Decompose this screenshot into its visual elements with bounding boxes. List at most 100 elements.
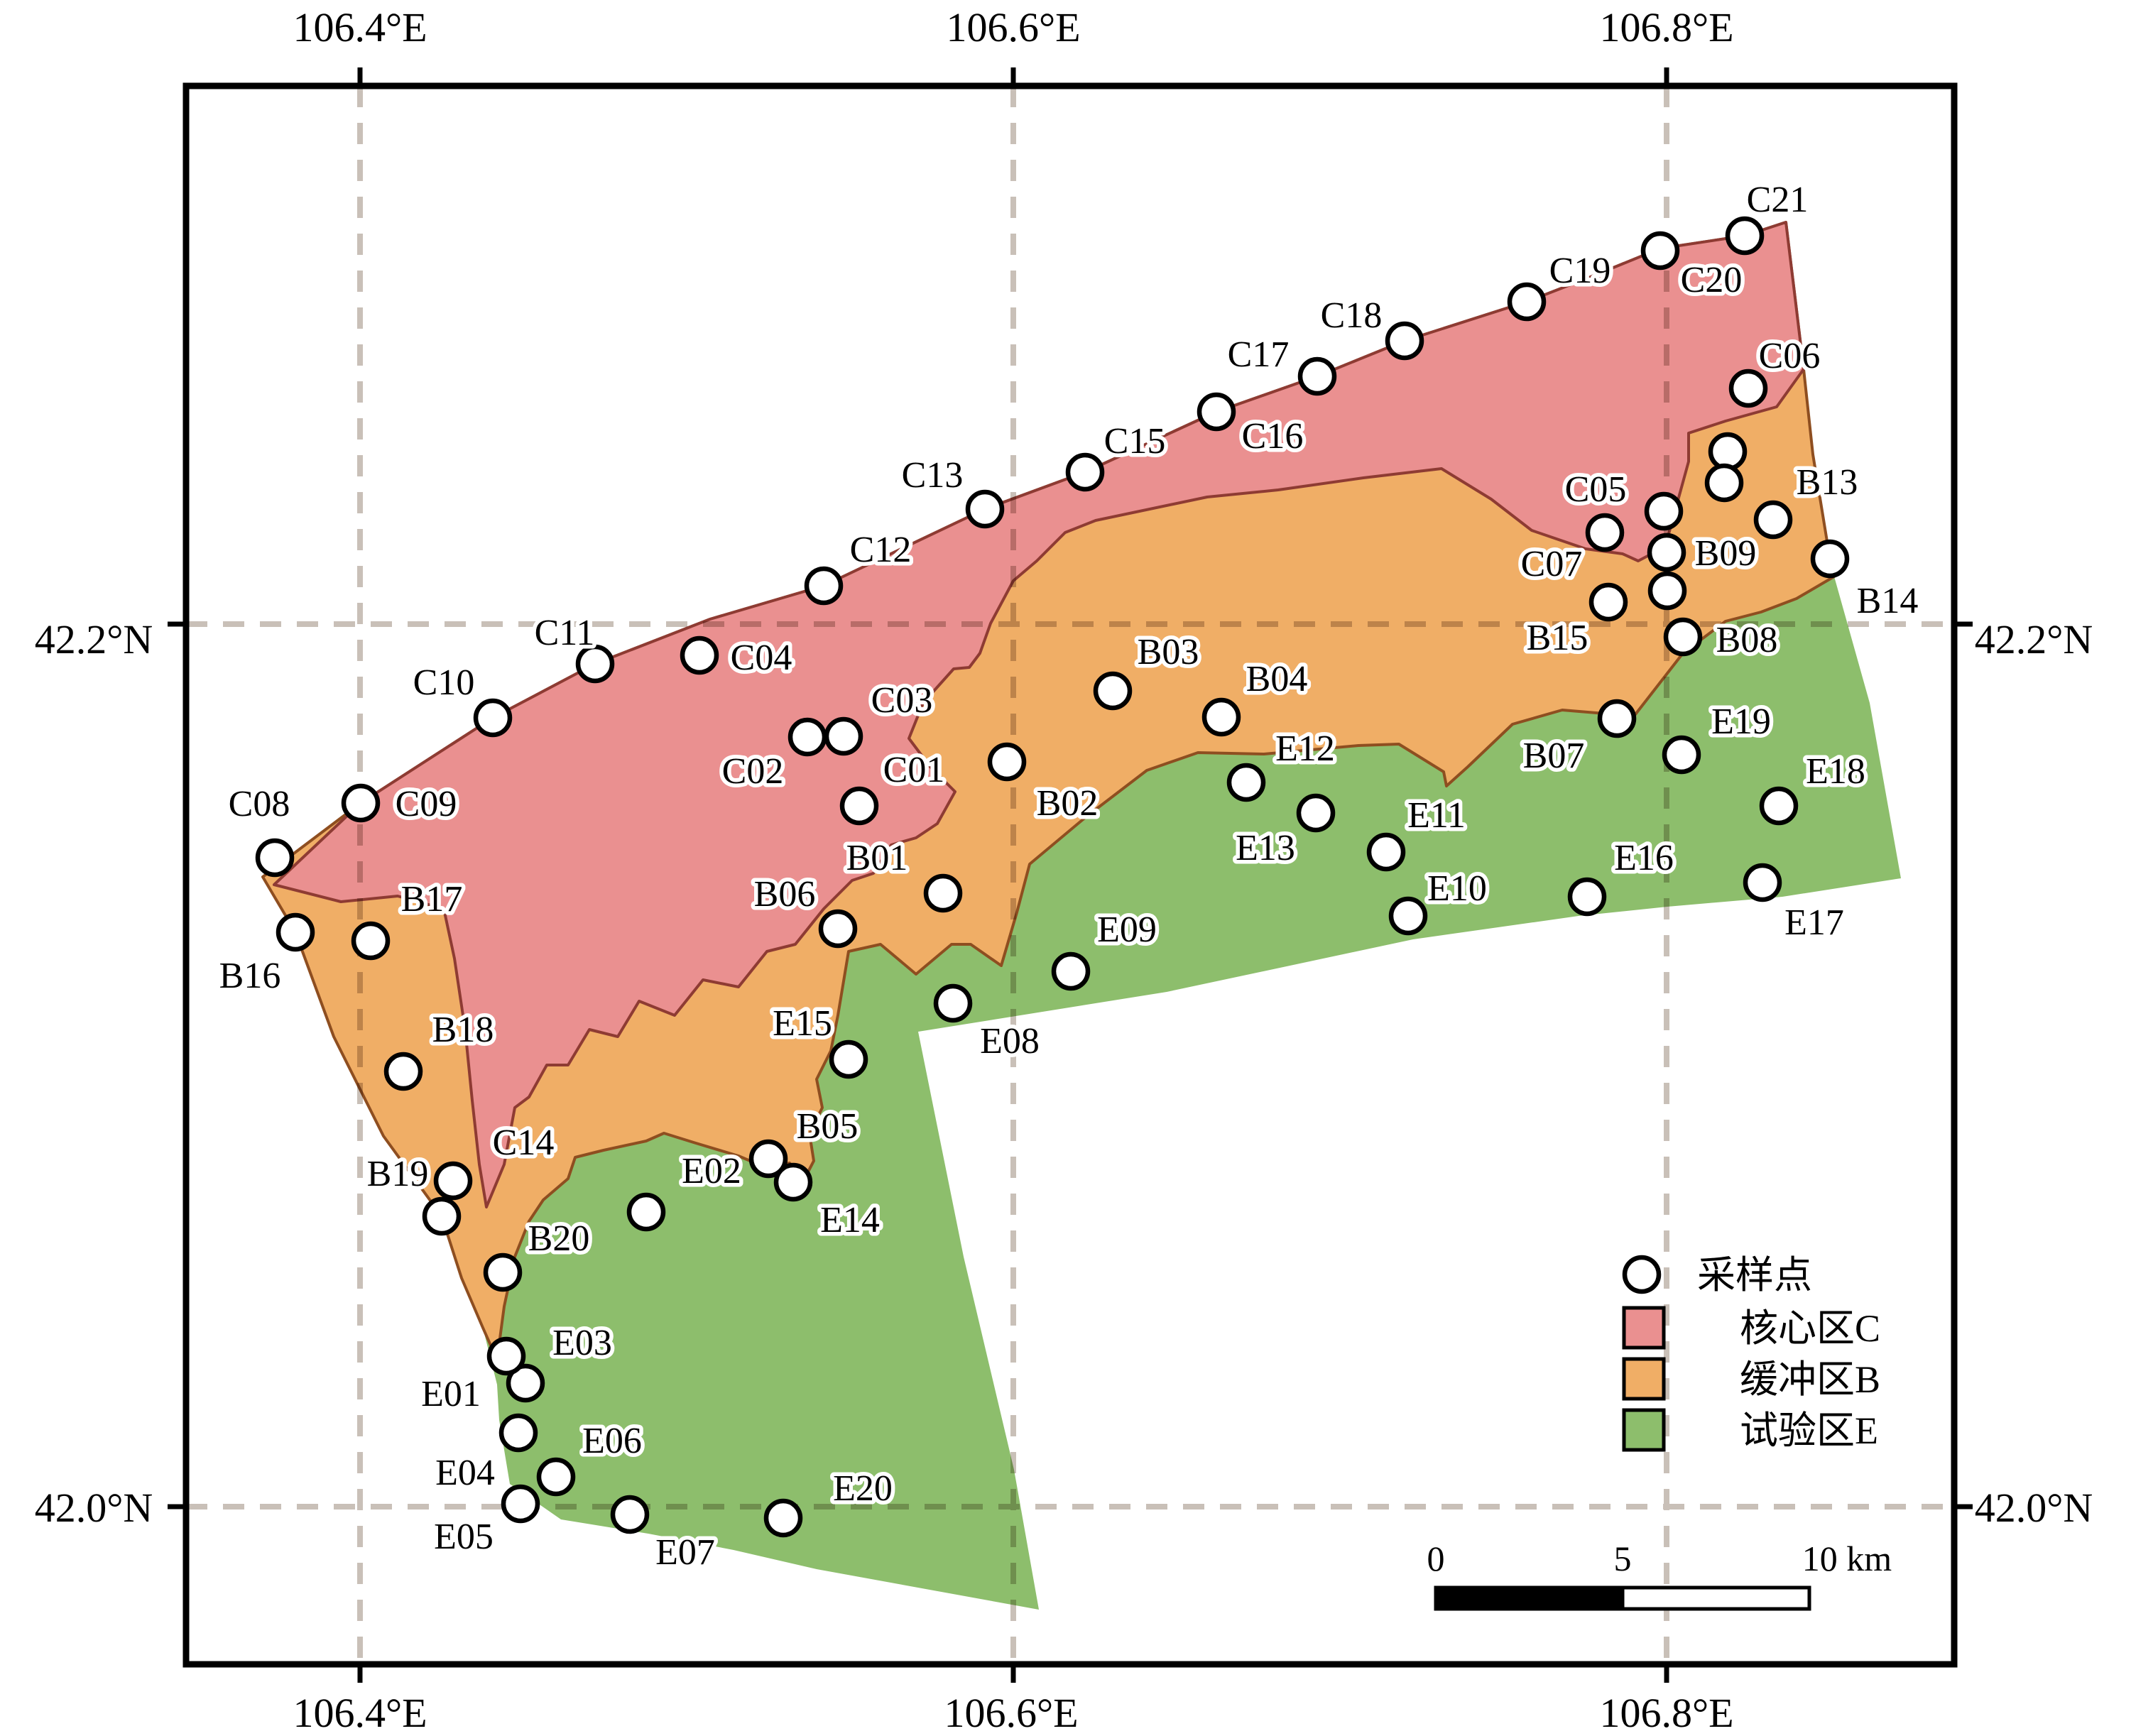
sample-point-B02 (987, 742, 1027, 782)
sample-point-E09 (1051, 951, 1091, 991)
point-label-E19: E19 (1711, 702, 1771, 742)
point-label-E11: E11 (1407, 795, 1466, 836)
sample-point-E04 (498, 1413, 538, 1453)
point-label-C03: C03 (871, 680, 933, 721)
sample-point-B06 (818, 909, 858, 949)
sample-point-B20 (483, 1252, 523, 1292)
sample-point-C07 (1644, 491, 1684, 531)
sample-point-B19 (422, 1196, 462, 1236)
point-label-B07: B07 (1523, 736, 1585, 776)
point-label-C10: C10 (413, 662, 475, 703)
scale-bar-label: 5 (1614, 1539, 1632, 1578)
point-label-E04: E04 (435, 1453, 495, 1493)
sample-points (255, 216, 1850, 1538)
sample-point-C20 (1640, 231, 1680, 271)
point-label-B05: B05 (797, 1106, 859, 1147)
point-label-C07: C07 (1521, 544, 1583, 584)
point-label-E06: E06 (582, 1421, 642, 1461)
scale-bar-label: 10 km (1802, 1539, 1892, 1578)
sample-point-B08 (1663, 617, 1703, 657)
point-label-B19: B19 (367, 1154, 429, 1194)
axis-label-left: 42.2°N (35, 616, 153, 662)
sample-point-C01 (839, 786, 879, 826)
point-label-C19: C19 (1549, 251, 1611, 291)
sample-point-B09 (1647, 533, 1686, 572)
axis-label-top: 106.8°E (1599, 4, 1733, 50)
scale-bar-label: 0 (1427, 1539, 1445, 1578)
sample-point-E11 (1366, 832, 1406, 872)
sample-point-B05 (748, 1139, 788, 1179)
sample-point-C14 (433, 1161, 473, 1201)
sample-point-C13 (965, 489, 1005, 529)
point-label-E05: E05 (434, 1517, 494, 1557)
scale-bar-white-segment (1620, 1585, 1811, 1611)
sample-point-C05 (1585, 513, 1625, 552)
sample-point-E05 (501, 1484, 540, 1524)
point-label-B16: B16 (219, 956, 281, 996)
sample-point-E20 (763, 1498, 803, 1538)
point-label-B09: B09 (1695, 533, 1757, 574)
scale-bar: 0 5 10 km (1427, 1539, 1892, 1611)
sample-point-E06 (536, 1457, 576, 1497)
legend-label-0: 采样点 (1697, 1254, 1812, 1296)
axis-label-top: 106.6°E (946, 4, 1080, 50)
point-label-C02: C02 (722, 751, 784, 792)
point-label-B20: B20 (528, 1218, 590, 1259)
sample-point-E08 (933, 983, 973, 1023)
sample-point-B15 (1588, 582, 1628, 622)
sample-point-E01 (506, 1363, 545, 1403)
sample-point-E13 (1296, 793, 1336, 833)
point-labels: C01 C02 C03 C04 C05 C06 C07 C08 C09 C10 C11 C12 C13 C… (215, 176, 1922, 1577)
sample-point-B14 (1810, 539, 1850, 579)
axis-label-right: 42.0°N (1975, 1485, 2093, 1531)
sample-point-C11 (575, 644, 615, 684)
point-label-C20: C20 (1681, 260, 1743, 300)
point-label-C09: C09 (396, 784, 457, 824)
point-label-C15: C15 (1104, 421, 1166, 462)
sample-point-unlabeled (1704, 463, 1744, 503)
sample-point-B01 (923, 873, 963, 913)
legend-sample-point-icon (1622, 1255, 1662, 1294)
point-label-E14: E14 (820, 1200, 880, 1240)
sample-point-C08 (255, 838, 295, 878)
legend-swatch-1 (1622, 1306, 1666, 1350)
sample-point-E07 (610, 1495, 650, 1534)
axis-label-bottom: 106.4°E (293, 1690, 427, 1736)
point-label-C01: C01 (883, 750, 945, 790)
sample-point-E16 (1567, 877, 1607, 917)
sample-point-E14 (773, 1162, 813, 1202)
point-label-B02: B02 (1037, 783, 1099, 824)
point-label-E09: E09 (1097, 910, 1157, 950)
sample-point-B16 (276, 912, 315, 952)
point-label-E08: E08 (980, 1021, 1040, 1061)
zone-core-C (273, 221, 1805, 1208)
point-label-C21: C21 (1747, 180, 1809, 220)
point-label-E02: E02 (682, 1151, 741, 1191)
sample-point-E19 (1662, 735, 1701, 775)
sample-point-B04 (1201, 697, 1241, 737)
point-label-C17: C17 (1228, 334, 1290, 375)
point-label-C18: C18 (1321, 295, 1383, 336)
legend-swatch-2 (1622, 1357, 1666, 1401)
point-label-E16: E16 (1614, 838, 1674, 878)
sample-point-E17 (1743, 863, 1782, 902)
sample-point-C09 (341, 783, 381, 823)
point-label-E01: E01 (421, 1374, 481, 1414)
point-label-C14: C14 (493, 1123, 555, 1163)
legend-label-3: 试验区E (1740, 1409, 1878, 1452)
sample-point-B03 (1093, 671, 1133, 711)
point-label-E18: E18 (1806, 751, 1865, 792)
point-label-C16: C16 (1242, 416, 1304, 457)
point-label-B13: B13 (1797, 462, 1858, 503)
axis-ticks (168, 67, 1973, 1683)
sample-point-C18 (1385, 321, 1424, 361)
sample-point-C19 (1507, 282, 1547, 322)
sample-point-E12 (1226, 763, 1266, 802)
sample-point-C02 (787, 717, 827, 757)
sample-point-E10 (1388, 896, 1428, 936)
axis-label-bottom: 106.8°E (1599, 1690, 1733, 1736)
point-label-B06: B06 (754, 874, 816, 915)
sample-point-C21 (1725, 216, 1765, 256)
sample-point-C06 (1728, 369, 1768, 408)
point-label-E13: E13 (1236, 828, 1295, 868)
